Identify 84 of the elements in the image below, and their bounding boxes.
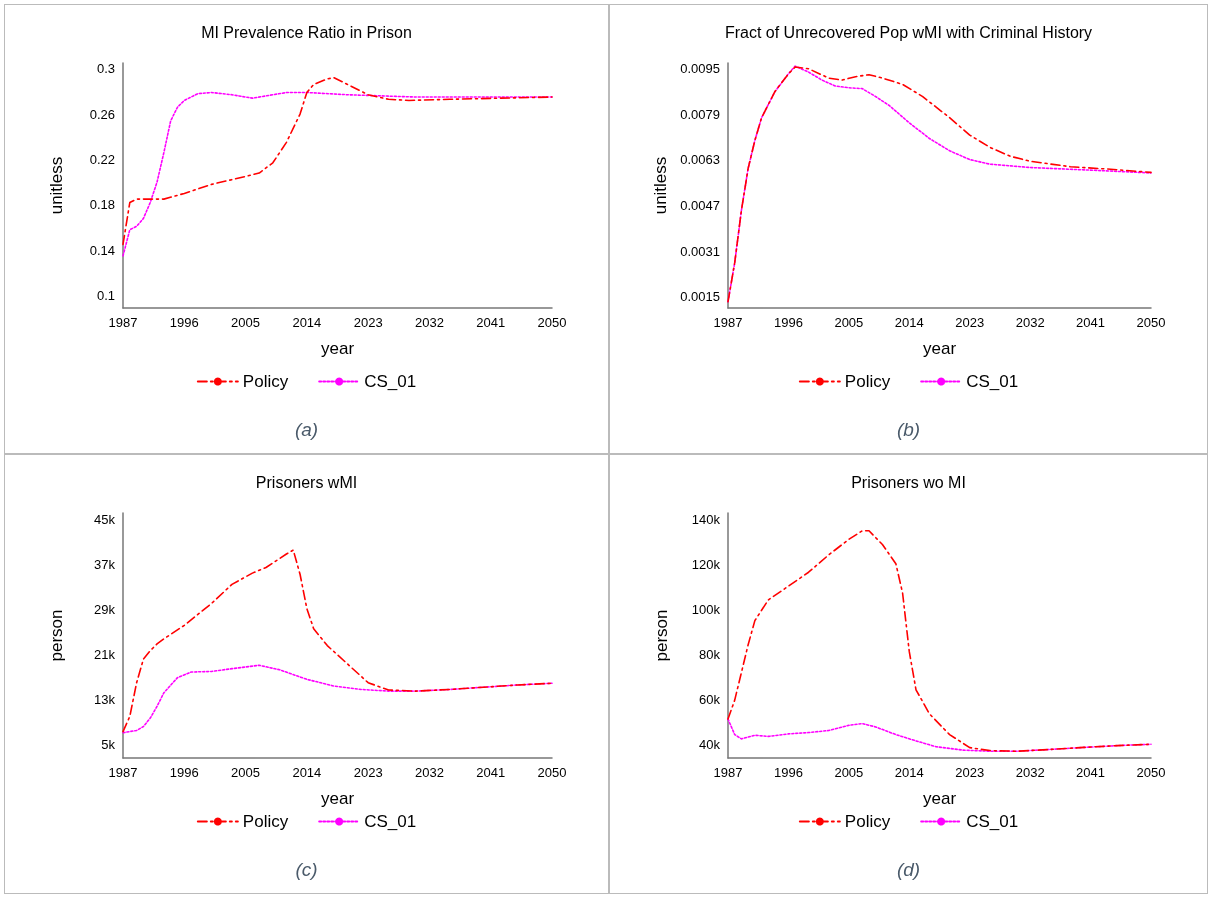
line-series [727,529,1152,753]
y-tick-label: 0.22 [89,151,115,167]
x-tick-label: 2005 [231,765,261,780]
x-tick-label: 2041 [476,765,506,780]
x-tick-label: 1996 [169,315,199,330]
x-tick-label: 2041 [1076,315,1106,330]
x-tick-label: 1987 [108,315,138,330]
y-tick-label: 0.26 [89,106,115,122]
y-tick-label: 0.18 [89,197,115,213]
x-tick-label: 2050 [1136,765,1166,780]
legend-label: CS_01 [966,812,1019,831]
y-tick-label: 60k [699,692,721,708]
chart-title: Fract of Unrecovered Pop wMI with Criminal History [724,23,1093,41]
x-tick-label: 2005 [231,315,261,330]
y-tick-label: 21k [94,647,116,663]
y-axis-title: unitless [651,156,671,215]
x-tick-label: 2023 [353,765,383,780]
x-tick-label: 2023 [955,765,985,780]
x-tick-label: 2023 [955,315,985,330]
x-tick-label: 1987 [108,765,138,780]
y-tick-label: 140k [691,512,721,528]
y-tick-label: 80k [699,647,721,663]
y-tick-label: 120k [691,557,721,573]
legend-label: CS_01 [364,372,417,391]
x-tick-label: 2050 [1136,315,1166,330]
y-tick-label: 29k [94,602,116,618]
legend-label: Policy [242,372,289,391]
x-axis-title: year [922,339,957,358]
y-tick-label: 0.14 [89,242,115,258]
y-tick-label: 13k [94,692,116,708]
x-axis-title: year [320,789,355,808]
y-axis-title: unitless [47,156,66,215]
line-series [122,664,553,734]
x-tick-label: 2050 [537,315,567,330]
legend-label: CS_01 [966,372,1019,391]
x-tick-label: 1996 [773,765,803,780]
legend-label: Policy [242,812,289,831]
y-tick-label: 0.0047 [680,197,720,213]
x-tick-label: 2041 [1076,765,1106,780]
x-tick-label: 1996 [773,315,803,330]
x-tick-label: 2014 [894,765,924,780]
legend-label: Policy [844,372,891,391]
y-tick-label: 100k [691,602,721,618]
text: (b) [896,419,921,440]
y-axis-title: person [652,609,671,662]
x-tick-label: 2050 [537,765,567,780]
x-tick-label: 2032 [1015,765,1045,780]
y-tick-label: 0.1 [96,288,115,304]
x-tick-label: 2005 [834,765,864,780]
y-tick-label: 37k [94,557,116,573]
y-tick-label: 0.0031 [680,243,720,259]
x-tick-label: 2032 [414,315,444,330]
text: (a) [294,419,319,440]
x-tick-label: 2014 [292,315,322,330]
x-tick-label: 2014 [292,765,322,780]
y-tick-label: 0.3 [96,61,115,77]
y-tick-label: 0.0079 [680,106,720,122]
x-tick-label: 1987 [713,765,743,780]
x-axis-title: year [320,339,355,358]
legend-label: Policy [844,812,891,831]
x-tick-label: 2005 [834,315,864,330]
y-tick-label: 5k [101,737,116,753]
chart-title: Prisoners wo MI [851,473,966,491]
y-tick-label: 0.0063 [680,152,720,168]
x-axis-title: year [922,789,957,808]
chart-title: MI Prevalence Ratio in Prison [201,23,412,41]
y-tick-label: 0.0015 [680,289,720,305]
y-axis-title: person [47,609,66,662]
text: (c) [295,859,318,880]
text: (d) [896,859,921,880]
x-tick-label: 1996 [169,765,199,780]
legend-label: CS_01 [364,812,417,831]
chart-title: Prisoners wMI [255,473,358,491]
y-tick-label: 40k [699,737,721,753]
x-tick-label: 2023 [353,315,383,330]
x-tick-label: 1987 [713,315,743,330]
x-tick-label: 2014 [894,315,924,330]
x-tick-label: 2041 [476,315,506,330]
y-tick-label: 0.0095 [680,61,720,77]
line-series [122,549,553,733]
line-series [727,718,1152,753]
x-tick-label: 2032 [1015,315,1045,330]
y-tick-label: 45k [94,512,116,528]
x-tick-label: 2032 [414,765,444,780]
